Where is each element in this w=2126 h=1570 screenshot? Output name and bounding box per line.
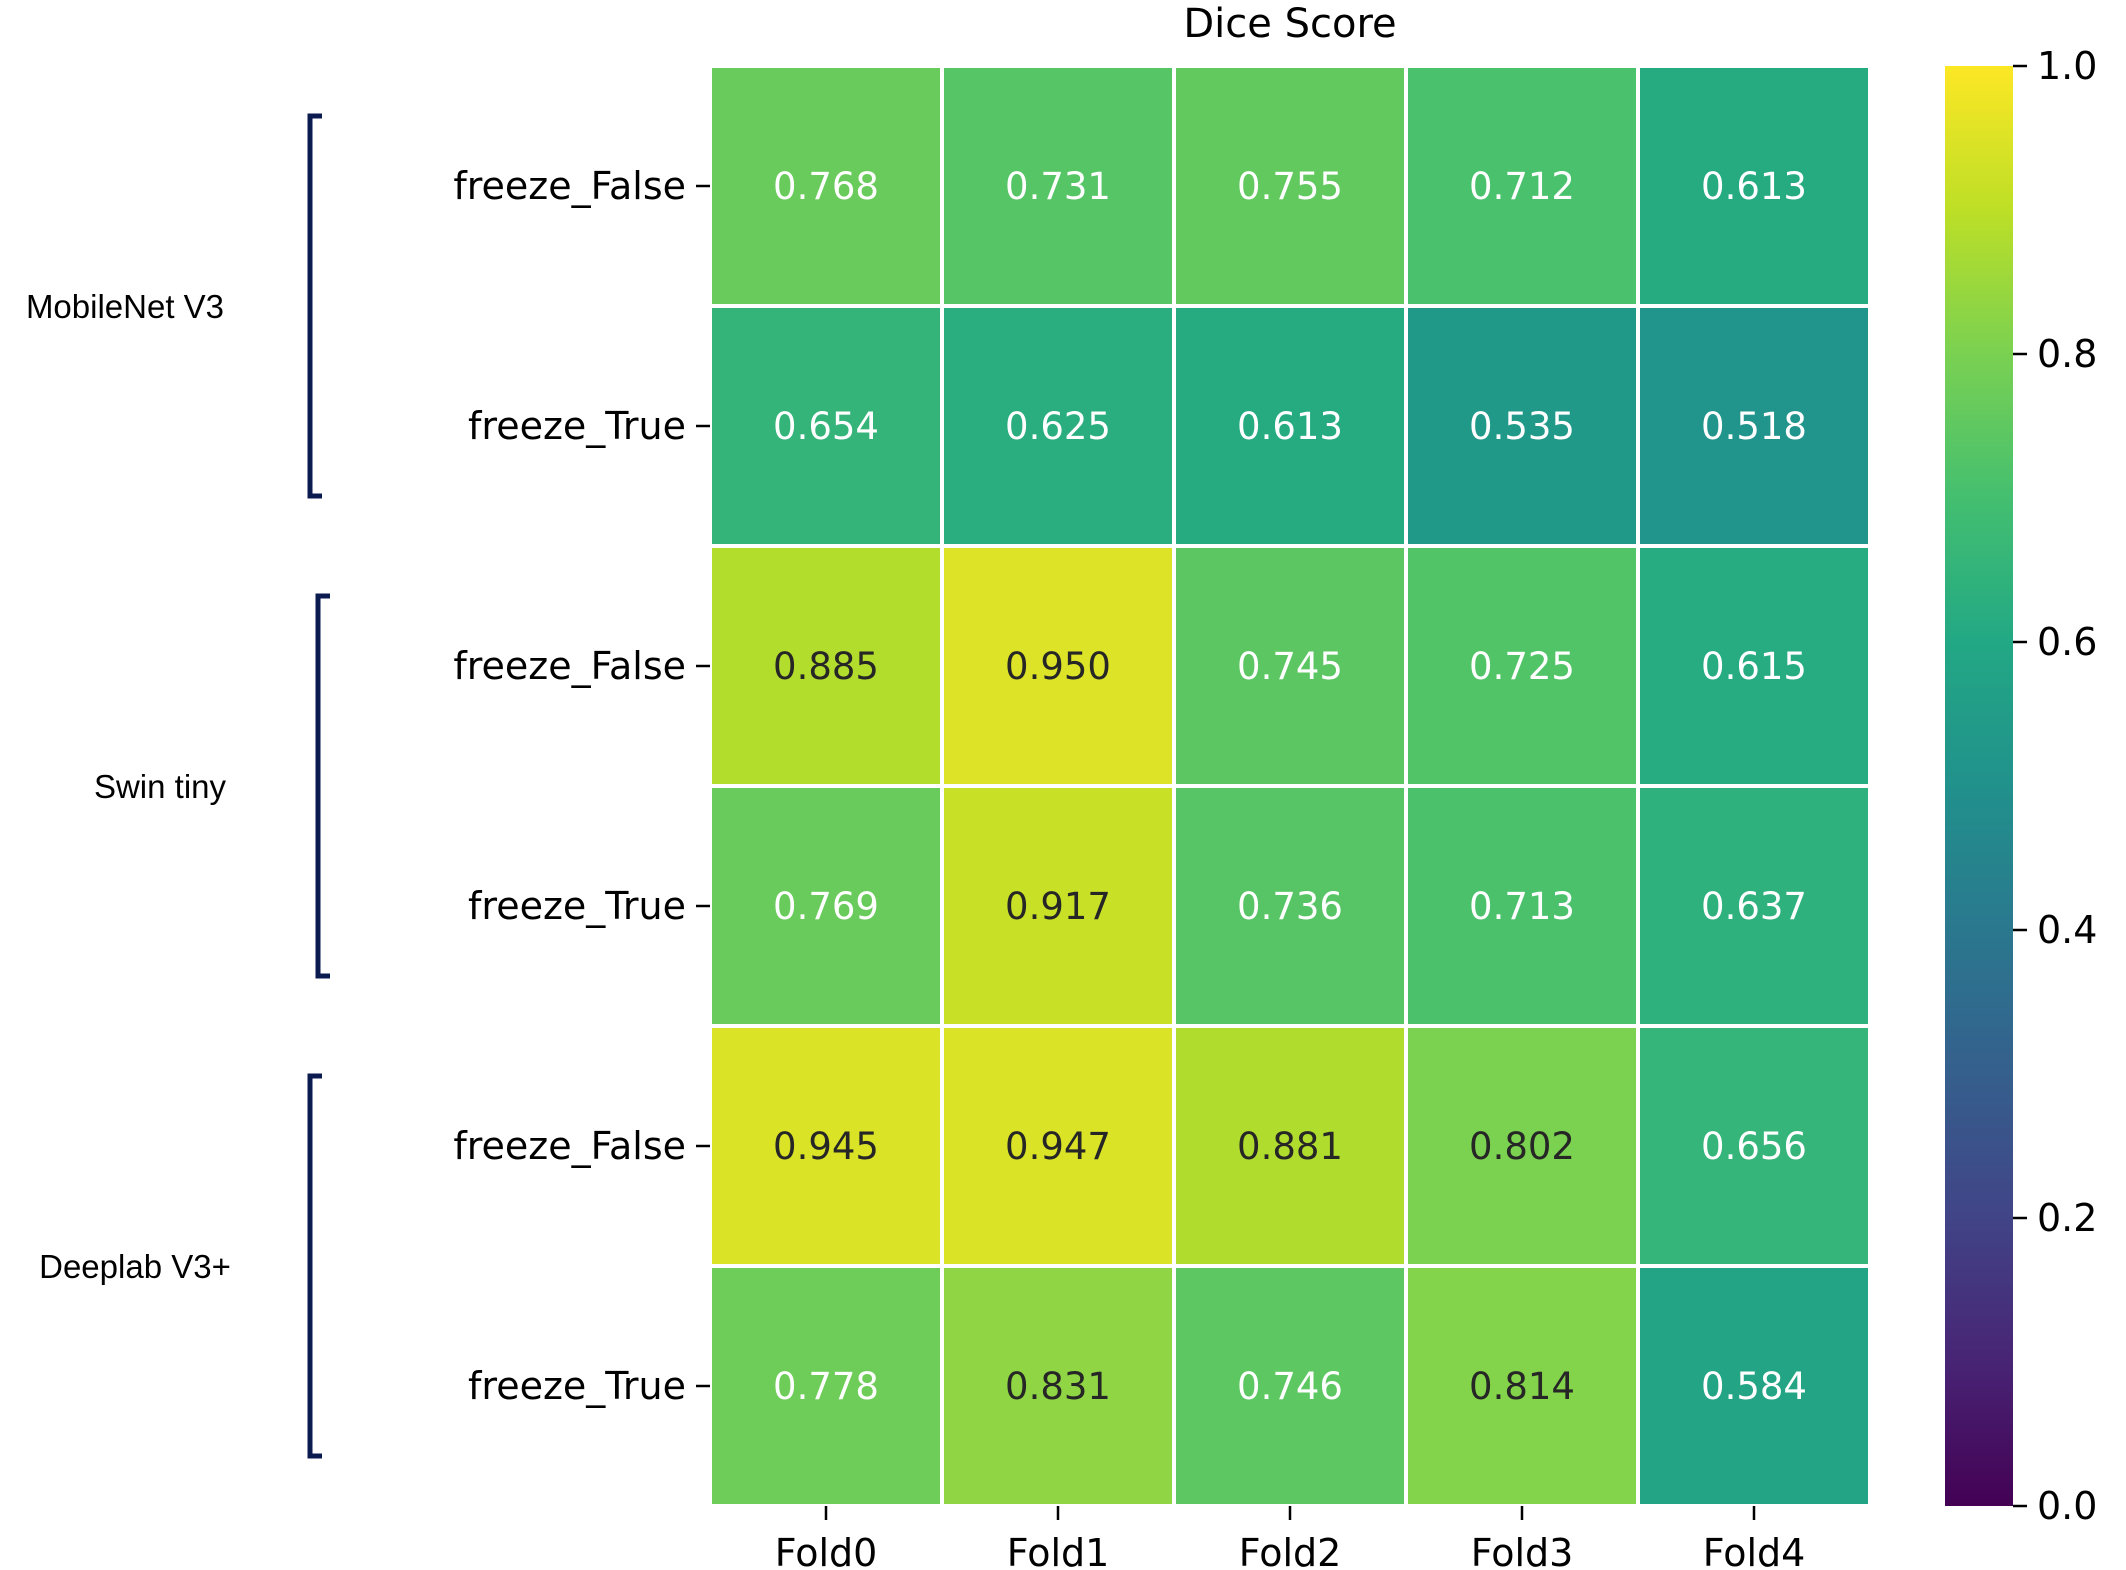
colorbar-tick-label: 0.6 [2037, 620, 2097, 664]
colorbar-gradient [1945, 66, 2013, 1506]
x-tick-label: Fold0 [775, 1531, 878, 1570]
heatmap-cell [940, 1264, 1176, 1508]
cell-value-label: 0.725 [1469, 645, 1575, 688]
x-tick-label: Fold3 [1471, 1531, 1574, 1570]
y-axis-ticks: freeze_Falsefreeze_Truefreeze_Falsefreez… [453, 164, 710, 1408]
cell-value-label: 0.746 [1237, 1365, 1343, 1408]
y-tick-label: freeze_True [468, 884, 686, 928]
group-brackets: MobileNet V3 Swin tiny Deeplab V3+ [26, 113, 330, 1459]
group-label: Deeplab V3+ [39, 1248, 231, 1285]
heatmap-cell [1636, 1024, 1872, 1268]
x-tick-label: Fold2 [1239, 1531, 1342, 1570]
cell-value-label: 0.615 [1701, 645, 1807, 688]
heatmap-cell [940, 64, 1176, 308]
colorbar-tick-label: 0.2 [2037, 1196, 2097, 1240]
cell-value-label: 0.769 [773, 885, 879, 928]
y-tick-label: freeze_True [468, 1364, 686, 1408]
colorbar-tick-label: 1.0 [2037, 44, 2097, 88]
heatmap-cell [1172, 784, 1408, 1028]
y-tick-label: freeze_False [453, 1124, 686, 1168]
cell-value-label: 0.654 [773, 405, 879, 448]
heatmap-cell [708, 64, 944, 308]
cell-value-label: 0.778 [773, 1365, 879, 1408]
cell-value-label: 0.731 [1005, 165, 1111, 208]
cell-value-label: 0.802 [1469, 1125, 1575, 1168]
chart-title: Dice Score [1183, 1, 1396, 47]
colorbar-ticks: 0.0 0.2 0.4 0.6 0.8 1.0 [2013, 44, 2097, 1528]
colorbar-tick-label: 0.0 [2037, 1484, 2097, 1528]
heatmap-cell [940, 784, 1176, 1028]
heatmap-cell [1172, 64, 1408, 308]
cell-value-label: 0.814 [1469, 1365, 1575, 1408]
colorbar-tick-label: 0.4 [2037, 908, 2097, 952]
cell-value-label: 0.613 [1701, 165, 1807, 208]
heatmap-cell [1404, 544, 1640, 788]
colorbar: 0.0 0.2 0.4 0.6 0.8 1.0 [1945, 44, 2097, 1528]
cell-value-label: 0.625 [1005, 405, 1111, 448]
group-bracket [307, 1073, 322, 1459]
heatmap-cell [1636, 1264, 1872, 1508]
x-tick-label: Fold1 [1007, 1531, 1110, 1570]
group-bracket [315, 593, 330, 979]
heatmap-cell [1404, 784, 1640, 1028]
heatmap-cell [940, 544, 1176, 788]
x-tick-label: Fold4 [1703, 1531, 1806, 1570]
cell-value-label: 0.768 [773, 165, 879, 208]
cell-value-label: 0.917 [1005, 885, 1111, 928]
cell-value-label: 0.755 [1237, 165, 1343, 208]
cell-value-label: 0.656 [1701, 1125, 1807, 1168]
cell-value-label: 0.947 [1005, 1125, 1111, 1168]
heatmap-cell [1172, 304, 1408, 548]
cell-value-label: 0.535 [1469, 405, 1575, 448]
cell-value-label: 0.881 [1237, 1125, 1343, 1168]
group-label: MobileNet V3 [26, 288, 224, 325]
cell-value-label: 0.712 [1469, 165, 1575, 208]
cell-value-label: 0.950 [1005, 645, 1111, 688]
heatmap-cell [1172, 1024, 1408, 1268]
group-label: Swin tiny [94, 768, 227, 805]
y-tick-label: freeze_False [453, 164, 686, 208]
y-tick-label: freeze_False [453, 644, 686, 688]
x-axis-ticks: Fold0 Fold1 Fold2 Fold3 Fold4 [775, 1506, 1806, 1570]
cell-value-label: 0.584 [1701, 1365, 1807, 1408]
cell-value-label: 0.613 [1237, 405, 1343, 448]
heatmap-cell [1636, 784, 1872, 1028]
cell-value-label: 0.745 [1237, 645, 1343, 688]
colorbar-tick-label: 0.8 [2037, 332, 2097, 376]
y-tick-label: freeze_True [468, 404, 686, 448]
cell-value-label: 0.945 [773, 1125, 879, 1168]
heatmap-cell [1172, 1264, 1408, 1508]
cell-value-label: 0.518 [1701, 405, 1807, 448]
cell-value-label: 0.637 [1701, 885, 1807, 928]
cell-value-label: 0.736 [1237, 885, 1343, 928]
cell-value-label: 0.831 [1005, 1365, 1111, 1408]
heatmap-cell [1636, 304, 1872, 548]
heatmap-cell [940, 1024, 1176, 1268]
group-bracket [307, 113, 322, 499]
cell-value-label: 0.885 [773, 645, 879, 688]
heatmap-cell [1404, 1264, 1640, 1508]
cell-value-label: 0.713 [1469, 885, 1575, 928]
heatmap-cells: 0.768 0.731 0.755 0.712 0.613 0.654 0.625 0.613… [708, 64, 1872, 1508]
heatmap-cell [708, 1024, 944, 1268]
